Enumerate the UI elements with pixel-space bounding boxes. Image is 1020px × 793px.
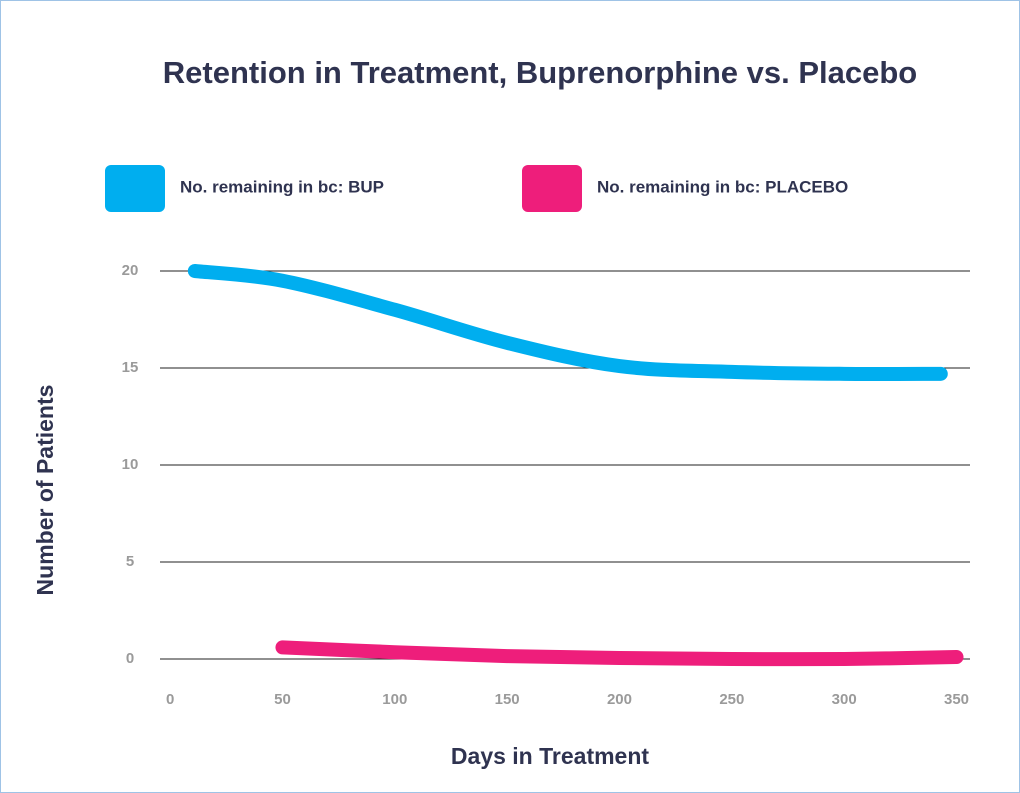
y-tick-label: 20 [122,262,139,279]
x-tick-label: 0 [166,691,174,708]
y-tick-label: 0 [126,650,134,667]
y-tick-label: 10 [122,456,139,473]
y-tick-label: 15 [122,359,139,376]
x-axis-label: Days in Treatment [451,743,649,769]
data-line [275,640,964,667]
x-tick-label: 300 [832,691,857,708]
x-tick-label: 100 [382,691,407,708]
legend-swatch [105,165,165,212]
chart-title: Retention in Treatment, Buprenorphine vs… [163,55,917,90]
x-tick-label: 200 [607,691,632,708]
x-tick-label: 350 [944,691,969,708]
y-tick-label: 5 [126,553,134,570]
legend-label: No. remaining in bc: BUP [180,177,384,196]
data-line [187,264,948,381]
x-tick-label: 150 [495,691,520,708]
legend-label: No. remaining in bc: PLACEBO [597,177,848,196]
y-axis-label: Number of Patients [32,385,58,596]
x-tick-label: 50 [274,691,291,708]
x-tick-label: 250 [719,691,744,708]
legend-swatch [522,165,582,212]
